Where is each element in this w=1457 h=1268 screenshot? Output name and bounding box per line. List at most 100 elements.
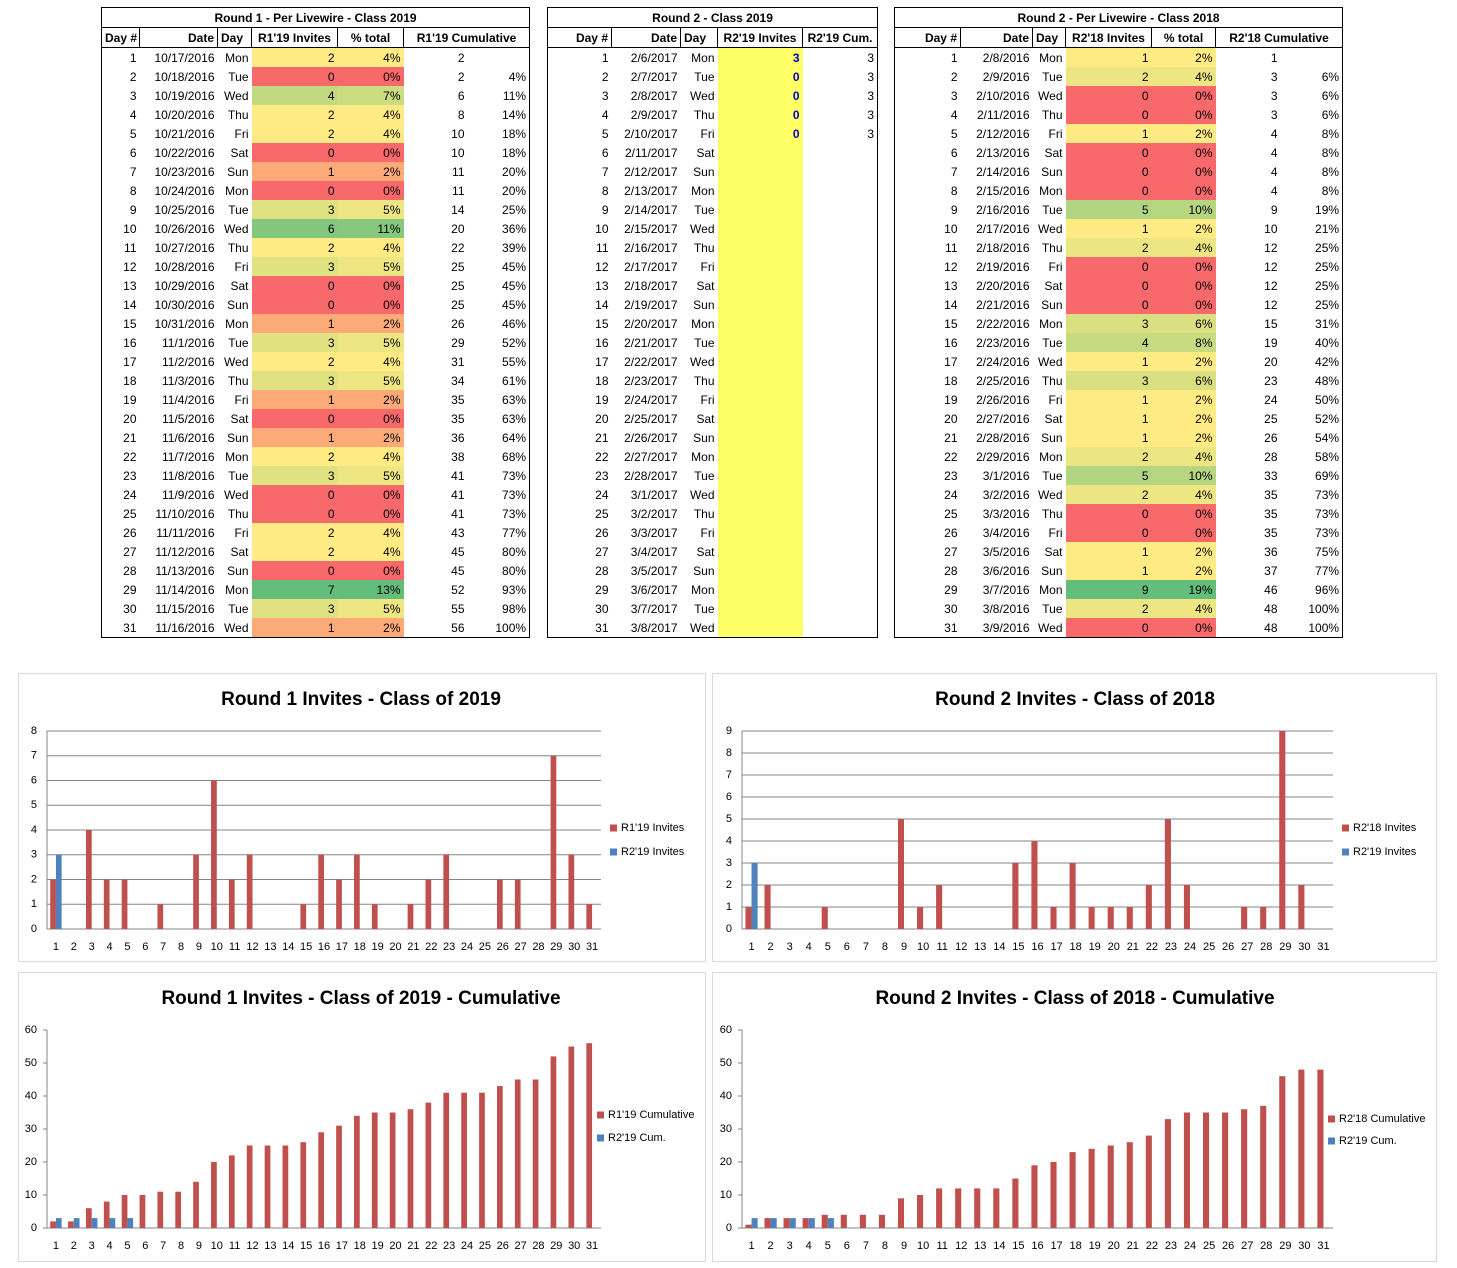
cell: 24 — [123, 487, 137, 502]
cell: 9 — [1065, 580, 1152, 599]
header-row: Day # Date Day R2'18 Invites% total R2'18 Cu… — [894, 27, 1344, 48]
cell: 61% — [502, 373, 527, 388]
data-row: 11 2/18/2016 Thu 2 4% 12 25% — [895, 238, 1343, 257]
cell: Mon — [225, 183, 249, 198]
cell: 4% — [1151, 238, 1216, 257]
cell: 8% — [1321, 126, 1340, 141]
bar — [68, 1221, 74, 1228]
cell: 14 — [944, 297, 958, 312]
bar — [1050, 1162, 1057, 1228]
cell: 4 — [1270, 164, 1278, 179]
x-tick-label: 12 — [955, 941, 967, 953]
cell: Sun — [227, 164, 249, 179]
y-tick-label: 2 — [31, 873, 37, 885]
bar — [974, 1188, 981, 1228]
legend-swatch — [1342, 824, 1349, 832]
cell: 0 — [1065, 143, 1152, 162]
bar — [85, 830, 92, 929]
cell: 4 — [1270, 145, 1278, 160]
cell: 28 — [595, 563, 609, 578]
cell: 1 — [251, 390, 338, 409]
x-tick-label: 1 — [53, 941, 59, 953]
cell: 24 — [1264, 392, 1278, 407]
cell — [717, 428, 803, 447]
cell: 3 — [1065, 314, 1152, 333]
table-title: Round 2 - Class 2019 — [547, 7, 878, 28]
data-row: 6 2/11/2017 Sat — [548, 143, 878, 162]
cell: 16 — [123, 335, 137, 350]
bar — [1183, 885, 1191, 929]
cell: 10/29/2016 — [154, 278, 215, 293]
cell: 54% — [1315, 430, 1340, 445]
bar — [73, 1218, 80, 1228]
data-row: 3 2/8/2017 Wed 0 3 — [548, 86, 878, 105]
cell: 38 — [451, 449, 465, 464]
bar — [443, 854, 450, 929]
x-tick-label: 21 — [407, 1240, 419, 1252]
header-cell: R2'19 Invites — [717, 27, 803, 48]
bar — [354, 854, 360, 929]
cell: 4 — [601, 107, 609, 122]
cell: 6% — [1151, 371, 1216, 390]
cell: Sat — [696, 278, 715, 293]
x-tick-label: 17 — [336, 941, 348, 953]
bar — [300, 904, 307, 929]
bar — [389, 1112, 396, 1228]
x-tick-label: 24 — [1184, 1240, 1196, 1252]
table: Round 1 - Per Livewire - Class 2019 Day #… — [101, 7, 531, 638]
cell: Sat — [230, 145, 249, 160]
cell: 0 — [1065, 181, 1152, 200]
x-tick-label: 13 — [264, 1240, 276, 1252]
y-tick-label: 40 — [25, 1090, 37, 1102]
cell: 1 — [1065, 124, 1152, 143]
legend-label: R2'19 Invites — [1353, 846, 1417, 858]
bar — [193, 1181, 199, 1228]
cell: Sun — [227, 430, 249, 445]
data-row: 5 2/12/2016 Fri 1 2% 4 8% — [895, 124, 1343, 143]
data-row: 23 11/8/2016 Tue 3 5% 41 73% — [102, 466, 530, 485]
cell — [717, 371, 803, 390]
data-row: 14 2/21/2016 Sun 0 0% 12 25% — [895, 295, 1343, 314]
data-row: 17 11/2/2016 Wed 2 4% 31 55% — [102, 352, 530, 371]
y-tick-label: 7 — [726, 769, 732, 781]
cell: 5% — [337, 333, 404, 352]
cell: Mon — [691, 316, 715, 331]
cell: 11/1/2016 — [162, 335, 215, 350]
cell: 35 — [1264, 525, 1278, 540]
data-row: 25 11/10/2016 Thu 0 0% 41 73% — [102, 504, 530, 523]
bar — [50, 1221, 56, 1228]
cell: 31 — [944, 620, 958, 635]
cell: 2/27/2016 — [976, 411, 1030, 426]
y-tick-label: 5 — [726, 813, 732, 825]
cell: 5% — [337, 466, 404, 485]
cell: 10/30/2016 — [154, 297, 215, 312]
cell: 21% — [1315, 221, 1340, 236]
data-row: 21 11/6/2016 Sun 1 2% 36 64% — [102, 428, 530, 447]
data-row: 4 2/9/2017 Thu 0 3 — [548, 105, 878, 124]
cell: 5% — [337, 371, 404, 390]
cell: 29 — [944, 582, 958, 597]
cell: 21 — [944, 430, 958, 445]
cell: 2/25/2017 — [624, 411, 678, 426]
data-row: 6 2/13/2016 Sat 0 0% 4 8% — [895, 143, 1343, 162]
cell: 12 — [944, 259, 958, 274]
x-tick-label: 17 — [1050, 1240, 1062, 1252]
cell: 10/27/2016 — [154, 240, 215, 255]
data-row: 17 2/22/2017 Wed — [548, 352, 878, 371]
x-tick-label: 8 — [178, 1240, 184, 1252]
cell: 2/9/2017 — [630, 107, 678, 122]
cell: 19 — [1264, 335, 1278, 350]
cell: Sun — [1041, 164, 1063, 179]
bar — [568, 1046, 575, 1228]
cell: 55% — [502, 354, 527, 369]
cell: 73% — [502, 468, 527, 483]
bar — [936, 1188, 943, 1228]
header-cell: Date — [139, 27, 218, 48]
x-tick-label: 6 — [844, 1240, 850, 1252]
x-tick-label: 3 — [787, 1240, 793, 1252]
cell: 26 — [123, 525, 137, 540]
cell: 2% — [1151, 390, 1216, 409]
x-tick-label: 25 — [479, 941, 491, 953]
data-row: 10 2/15/2017 Wed — [548, 219, 878, 238]
